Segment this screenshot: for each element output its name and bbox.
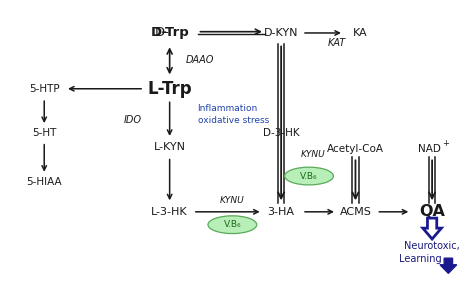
Text: L-KYN: L-KYN bbox=[154, 142, 186, 152]
Text: +: + bbox=[443, 139, 449, 148]
Text: D-KYN: D-KYN bbox=[264, 28, 298, 38]
Text: 5-HIAA: 5-HIAA bbox=[27, 177, 62, 187]
Text: 5-HT: 5-HT bbox=[32, 128, 56, 138]
Text: Neurotoxic,: Neurotoxic, bbox=[404, 241, 460, 251]
Text: D-: D- bbox=[155, 27, 170, 39]
Text: DAAO: DAAO bbox=[186, 55, 214, 65]
Text: KYNU: KYNU bbox=[220, 196, 245, 205]
Ellipse shape bbox=[208, 216, 257, 234]
Text: L-3-HK: L-3-HK bbox=[151, 207, 188, 217]
Text: V.B₆: V.B₆ bbox=[300, 171, 318, 180]
Polygon shape bbox=[423, 218, 441, 239]
Text: 3-HA: 3-HA bbox=[268, 207, 295, 217]
Text: QA: QA bbox=[419, 204, 445, 219]
Text: KYNU: KYNU bbox=[301, 150, 326, 159]
Text: ACMS: ACMS bbox=[339, 207, 372, 217]
Text: Acetyl-CoA: Acetyl-CoA bbox=[327, 144, 384, 154]
Text: KA: KA bbox=[353, 28, 367, 38]
Text: Inflammation
oxidative stress: Inflammation oxidative stress bbox=[198, 105, 269, 125]
Text: IDO: IDO bbox=[124, 115, 142, 125]
Text: KAT: KAT bbox=[328, 38, 346, 48]
Text: NAD: NAD bbox=[419, 144, 441, 154]
Text: L-Trp: L-Trp bbox=[147, 80, 192, 98]
Text: Learning: Learning bbox=[399, 254, 442, 264]
Text: D-3-HK: D-3-HK bbox=[263, 128, 300, 138]
Ellipse shape bbox=[284, 167, 333, 185]
Polygon shape bbox=[440, 258, 457, 273]
Text: V.B₆: V.B₆ bbox=[224, 220, 241, 229]
Text: 5-HTP: 5-HTP bbox=[29, 84, 60, 94]
Text: D-Trp: D-Trp bbox=[150, 27, 189, 39]
